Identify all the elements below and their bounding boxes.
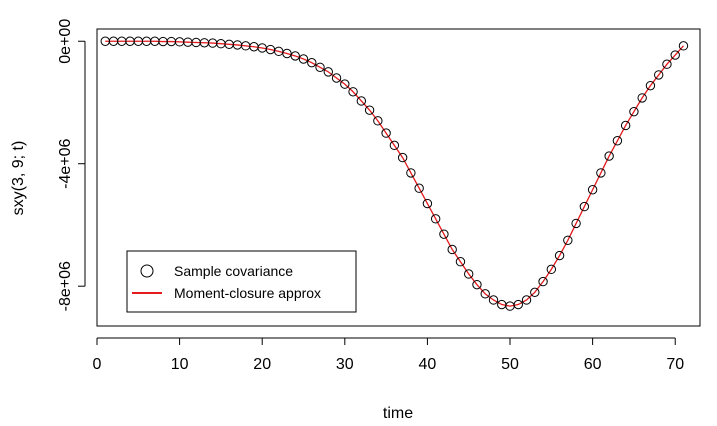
sample-covariance-point bbox=[455, 257, 466, 267]
y-tick-label: 0e+00 bbox=[57, 19, 74, 64]
sample-covariance-point bbox=[662, 59, 672, 69]
x-tick-label: 10 bbox=[171, 356, 189, 373]
sample-covariance-point bbox=[579, 201, 590, 212]
series-line bbox=[105, 40, 684, 307]
sample-covariance-point bbox=[612, 136, 623, 146]
sample-covariance-point bbox=[571, 218, 581, 229]
sample-covariance-point bbox=[521, 295, 532, 305]
sample-covariance-point bbox=[637, 93, 647, 103]
sample-covariance-point bbox=[513, 299, 523, 310]
sample-covariance-point bbox=[298, 54, 309, 64]
sample-covariance-point bbox=[282, 48, 292, 59]
sample-covariance-point bbox=[678, 41, 689, 51]
sample-covariance-point bbox=[480, 289, 490, 299]
legend-label-sample-covariance: Sample covariance bbox=[174, 263, 293, 279]
sample-covariance-point bbox=[629, 106, 639, 117]
sample-covariance-point bbox=[670, 50, 680, 60]
legend-marker-sample-covariance bbox=[140, 264, 154, 278]
sample-covariance-point bbox=[389, 140, 400, 151]
sample-covariance-point bbox=[563, 235, 573, 245]
sample-covariance-point bbox=[348, 87, 358, 97]
y-axis-title: sxy(3, 9; t) bbox=[10, 141, 27, 216]
sample-covariance-point bbox=[447, 244, 457, 255]
x-tick-label: 70 bbox=[666, 356, 684, 373]
sample-covariance-point bbox=[422, 198, 433, 209]
sample-covariance-point bbox=[538, 276, 548, 287]
sample-covariance-point bbox=[464, 269, 474, 279]
sample-covariance-point bbox=[604, 151, 614, 161]
sample-covariance-point bbox=[406, 168, 416, 178]
plot-frame bbox=[96, 28, 701, 327]
sample-covariance-point bbox=[430, 214, 441, 224]
y-tick-label: -8e+06 bbox=[57, 261, 74, 311]
sample-covariance-point bbox=[331, 73, 342, 83]
sample-covariance-point bbox=[414, 183, 424, 193]
sample-covariance-point bbox=[397, 152, 408, 163]
sample-covariance-point bbox=[645, 80, 656, 91]
series-points bbox=[100, 36, 689, 311]
y-axis: 0e+00 -4e+06 -8e+06 bbox=[57, 19, 86, 311]
sample-covariance-point bbox=[620, 120, 631, 131]
sample-covariance-point bbox=[381, 128, 391, 138]
x-tick-label: 30 bbox=[336, 356, 354, 373]
sample-covariance-point bbox=[315, 62, 325, 72]
sample-covariance-point bbox=[653, 70, 664, 80]
sample-covariance-point bbox=[340, 79, 350, 89]
sample-covariance-point bbox=[373, 116, 383, 126]
sample-covariance-point bbox=[307, 57, 317, 68]
x-axis-title: time bbox=[383, 405, 413, 422]
x-tick-label: 0 bbox=[93, 356, 102, 373]
x-tick-label: 50 bbox=[501, 356, 519, 373]
legend-box bbox=[126, 250, 357, 313]
sample-covariance-point bbox=[364, 105, 375, 115]
sample-covariance-point bbox=[587, 185, 598, 195]
x-tick-label: 40 bbox=[419, 356, 437, 373]
sample-covariance-point bbox=[530, 287, 540, 298]
legend-label-moment-closure: Moment-closure approx bbox=[174, 285, 321, 301]
sample-covariance-point bbox=[596, 168, 606, 178]
sample-covariance-point bbox=[472, 279, 482, 290]
sample-covariance-point bbox=[554, 250, 565, 261]
sample-covariance-point bbox=[356, 96, 367, 106]
y-tick-label: -4e+06 bbox=[57, 138, 74, 188]
sample-covariance-point bbox=[488, 295, 499, 305]
sample-covariance-point bbox=[439, 229, 449, 239]
x-tick-label: 60 bbox=[584, 356, 602, 373]
sample-covariance-point bbox=[323, 67, 333, 77]
x-axis: 0 10 20 30 40 50 60 70 bbox=[93, 337, 684, 373]
moment-closure-line bbox=[105, 40, 684, 307]
x-tick-label: 20 bbox=[253, 356, 271, 373]
legend: Sample covariance Moment-closure approx bbox=[126, 250, 357, 313]
sample-covariance-point bbox=[290, 51, 300, 61]
sample-covariance-point bbox=[546, 264, 557, 275]
